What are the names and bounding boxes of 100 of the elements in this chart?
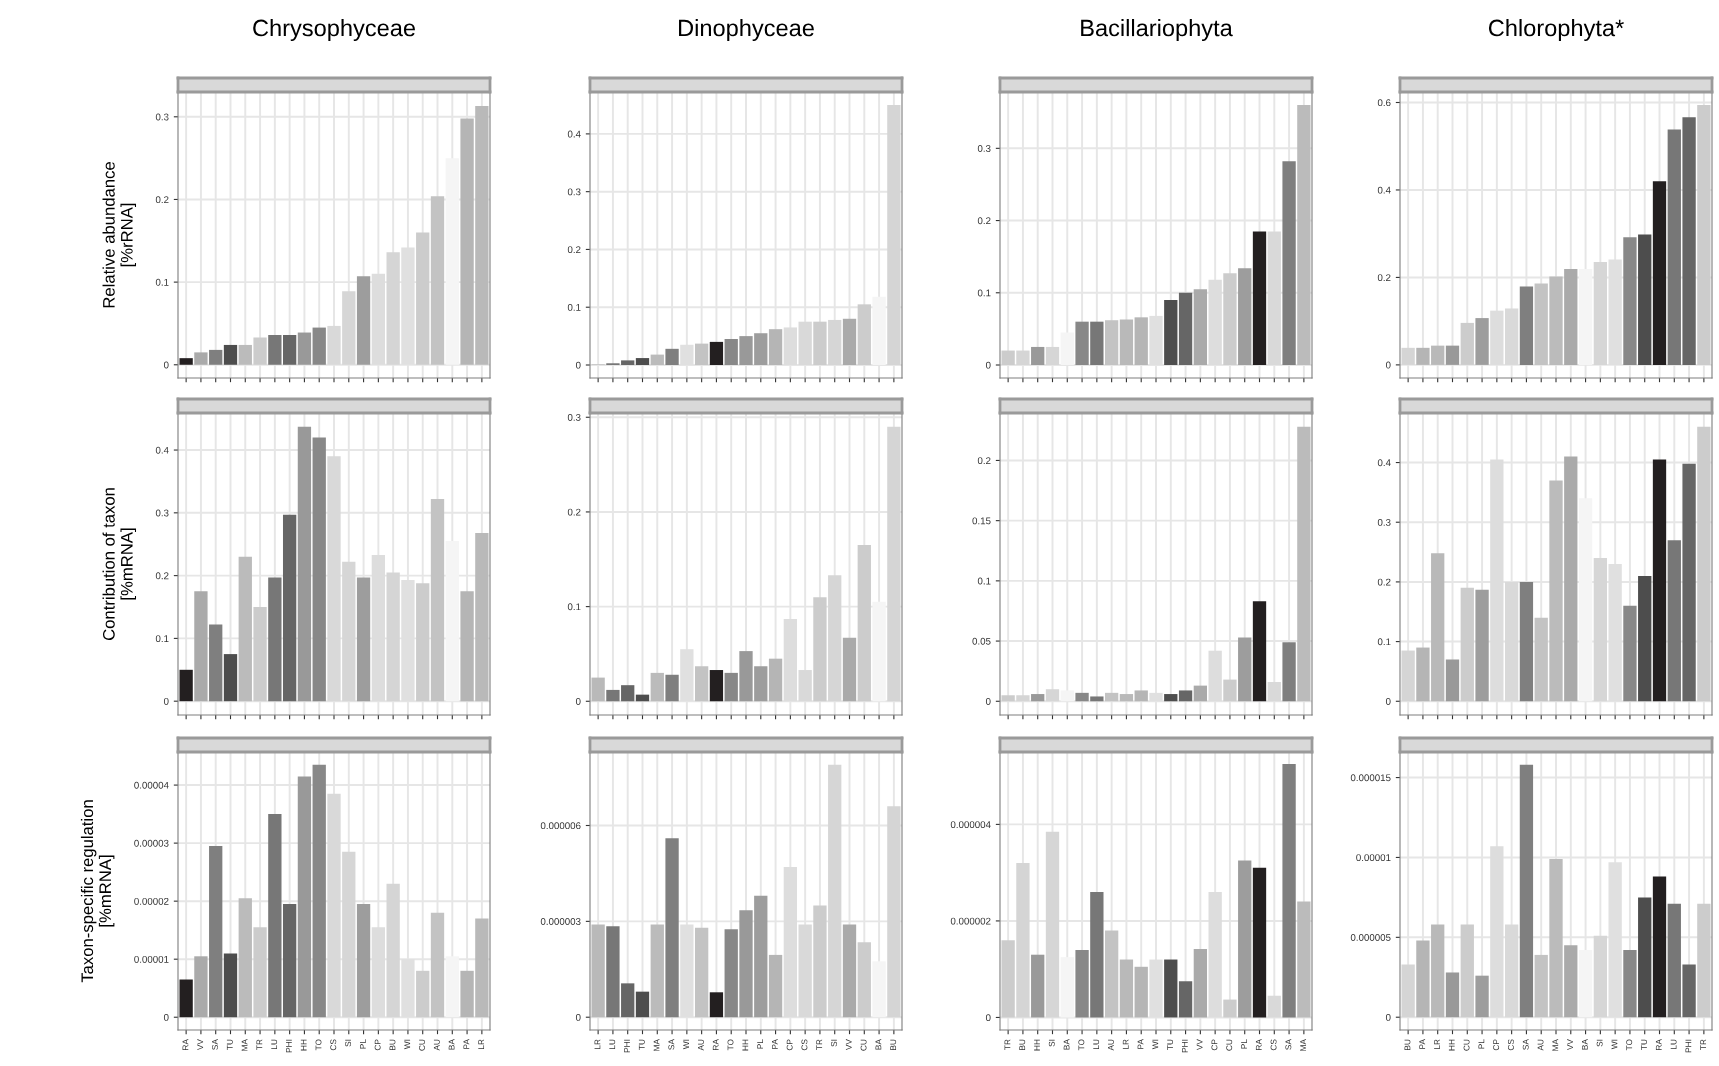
bar [282, 514, 297, 702]
x-tick-label: CU [1463, 1039, 1470, 1051]
x-tick-label: TR [816, 1039, 823, 1050]
bar [253, 607, 267, 702]
y-tick-label: 0.00004 [134, 781, 169, 789]
bar [1119, 694, 1134, 702]
bar [1164, 300, 1178, 365]
y-tick-label: 0.2 [1377, 578, 1391, 586]
y-tick-label: 0 [1385, 1013, 1391, 1021]
y-tick-label: 0.4 [567, 130, 581, 138]
bar [445, 956, 459, 1018]
bar [665, 838, 679, 1018]
x-tick-label: BU [890, 1039, 897, 1050]
bar [209, 624, 223, 702]
bar [709, 341, 724, 365]
bar [857, 942, 871, 1018]
bar [1564, 269, 1578, 365]
bar [768, 658, 783, 702]
y-tick-label: 0.3 [977, 145, 991, 152]
x-tick-label: CS [801, 1039, 808, 1051]
bar [665, 674, 679, 702]
y-tick-label: 0.00001 [1356, 854, 1391, 862]
bar [1045, 831, 1060, 1018]
x-tick-label: CS [330, 1039, 337, 1051]
bar [1119, 319, 1134, 365]
x-tick-label: TU [226, 1039, 233, 1050]
x-tick-label: BA [875, 1039, 882, 1050]
x-tick-label: LR [1122, 1039, 1129, 1049]
bar [1578, 269, 1593, 365]
y-tick-label: 0.1 [1377, 638, 1391, 646]
bar [857, 545, 871, 702]
x-tick-label: HH [742, 1039, 749, 1051]
x-tick-label: TU [1641, 1039, 1647, 1050]
bar [1638, 897, 1652, 1018]
bar [1475, 318, 1489, 365]
bar [312, 764, 326, 1018]
x-tick-label: PA [1419, 1039, 1426, 1049]
bar [1252, 231, 1267, 365]
x-tick-label: TR [1004, 1039, 1011, 1050]
bar [650, 924, 664, 1018]
bar [1445, 345, 1460, 365]
x-tick-label: TO [1078, 1039, 1085, 1051]
x-tick-label: SA [668, 1039, 675, 1050]
x-tick-label: CU [1226, 1039, 1233, 1051]
bar [694, 927, 709, 1018]
bar [1578, 950, 1593, 1018]
x-tick-label: WI [1152, 1039, 1159, 1050]
bar [1564, 456, 1578, 702]
y-tick-label: 0.00003 [134, 839, 169, 847]
bar [1697, 426, 1711, 702]
bar [1638, 234, 1652, 365]
y-tick-label: 0.2 [567, 508, 581, 516]
x-tick-label: VV [1567, 1039, 1573, 1051]
bar [209, 349, 223, 365]
y-tick-label: 0.2 [1377, 274, 1391, 282]
x-tick-label: MA [241, 1039, 248, 1051]
bar [1267, 682, 1281, 702]
bar [268, 335, 282, 365]
bar [1238, 637, 1252, 702]
x-tick-label: SI [831, 1039, 837, 1047]
y-tick-label: 0.000006 [540, 822, 581, 830]
bar [1682, 964, 1696, 1018]
bar [1193, 948, 1208, 1018]
x-tick-label: VV [1196, 1039, 1203, 1051]
x-tick-label: MA [653, 1039, 660, 1051]
bar [606, 689, 620, 702]
x-tick-label: LR [1434, 1039, 1440, 1049]
bar [1104, 692, 1119, 702]
x-tick-label: HH [1448, 1039, 1455, 1051]
y-tick-label: 0.000002 [950, 917, 991, 925]
bar [268, 814, 282, 1018]
y-tick-label: 0 [575, 1013, 581, 1021]
y-tick-label: 0.000003 [540, 918, 581, 925]
y-tick-label: 0 [575, 698, 581, 705]
x-tick-label: PL [360, 1039, 366, 1049]
bar [1697, 903, 1711, 1018]
bar [1031, 694, 1045, 702]
x-tick-label: CP [1493, 1039, 1500, 1051]
bar [621, 685, 635, 702]
x-tick-label: BA [1582, 1039, 1588, 1050]
bar [1252, 601, 1267, 702]
bar [1623, 605, 1637, 702]
x-tick-label: WI [404, 1039, 411, 1050]
x-tick-label: LU [609, 1039, 616, 1049]
x-tick-label: SA [1522, 1039, 1529, 1050]
y-tick-label: 0.2 [977, 457, 991, 465]
bar [1178, 690, 1193, 702]
bar [1519, 581, 1534, 702]
y-tick-label: 0 [985, 1014, 991, 1022]
y-tick-label: 0.4 [155, 446, 169, 454]
y-tick-label: 0.4 [1377, 459, 1391, 467]
bar [1460, 924, 1474, 1018]
bar [1667, 129, 1681, 365]
y-tick-label: 0.000005 [1350, 934, 1391, 941]
bar [709, 670, 724, 702]
y-tick-label: 0 [985, 698, 991, 705]
bar [857, 304, 871, 365]
bar [1652, 181, 1667, 365]
bar [179, 669, 193, 702]
y-tick-label: 0.1 [567, 303, 581, 311]
